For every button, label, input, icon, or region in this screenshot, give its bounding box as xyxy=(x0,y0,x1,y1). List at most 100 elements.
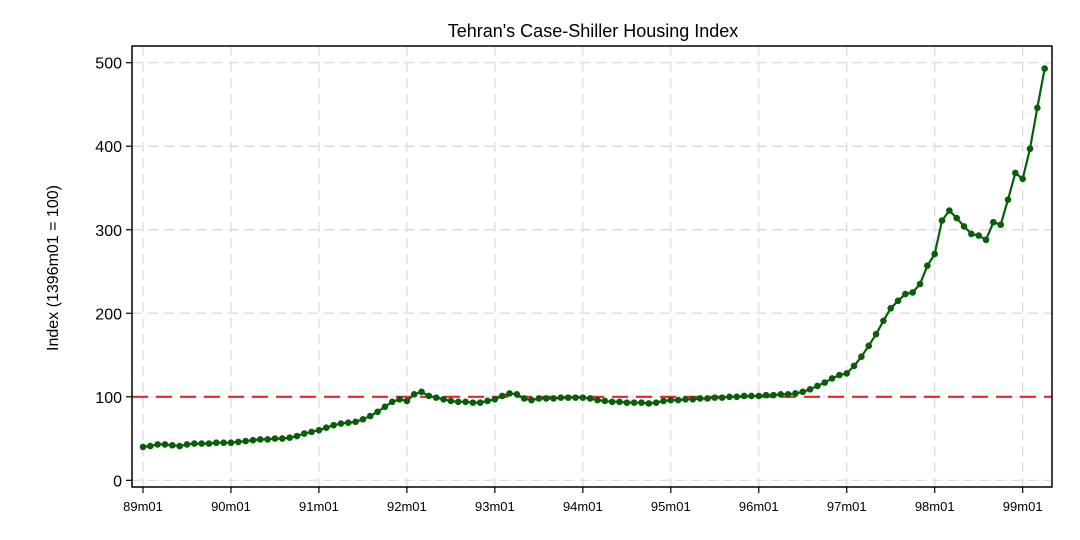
data-point xyxy=(139,443,147,451)
data-point xyxy=(755,392,763,400)
data-point xyxy=(872,330,880,338)
data-point xyxy=(234,438,242,446)
data-point xyxy=(1012,169,1019,177)
data-point xyxy=(718,394,726,401)
data-point xyxy=(337,420,345,427)
y-tick-label: 200 xyxy=(95,306,122,323)
data-point xyxy=(293,432,301,440)
data-point xyxy=(887,304,895,312)
data-point xyxy=(425,392,433,400)
data-point xyxy=(572,394,579,401)
data-point xyxy=(432,394,440,401)
data-point xyxy=(850,362,858,370)
x-tick-label: 99m01 xyxy=(1003,499,1043,514)
data-point xyxy=(308,428,315,436)
data-point xyxy=(997,221,1004,229)
data-point xyxy=(564,394,572,401)
data-point xyxy=(916,280,924,288)
data-point xyxy=(608,398,616,406)
data-point xyxy=(1004,196,1012,203)
data-point xyxy=(953,214,961,222)
data-point xyxy=(191,440,198,447)
data-point xyxy=(418,388,425,396)
data-point xyxy=(491,396,499,403)
data-point xyxy=(388,398,396,406)
data-point xyxy=(777,390,785,398)
data-point xyxy=(601,397,609,405)
data-point xyxy=(689,396,697,403)
data-point xyxy=(858,353,865,361)
data-point xyxy=(322,424,330,431)
data-point xyxy=(278,435,286,442)
data-point xyxy=(704,395,711,402)
data-point xyxy=(770,391,777,399)
data-point xyxy=(902,290,909,298)
data-point xyxy=(528,396,535,404)
x-tick-label: 95m01 xyxy=(651,499,691,514)
series-line xyxy=(142,68,1046,448)
data-point xyxy=(352,418,359,426)
data-point xyxy=(792,390,799,397)
data-point xyxy=(242,437,249,445)
data-point xyxy=(674,396,682,404)
x-tick-label: 93m01 xyxy=(475,499,515,514)
data-point xyxy=(359,416,367,423)
x-tick-label: 97m01 xyxy=(827,499,867,514)
data-point xyxy=(542,395,550,402)
data-point xyxy=(990,218,997,226)
data-point xyxy=(924,262,931,269)
data-point xyxy=(586,395,594,402)
x-tick-label: 90m01 xyxy=(211,499,251,514)
x-axis: 89m01 90m01 91m01 92m01 93m01 94m01 95m01 96m01… xyxy=(123,487,1043,514)
data-point xyxy=(154,441,161,448)
data-point xyxy=(1019,175,1026,183)
x-tick-label: 94m01 xyxy=(563,499,603,514)
data-point xyxy=(286,434,293,442)
data-point xyxy=(894,297,902,305)
data-point xyxy=(440,396,447,403)
data-point xyxy=(462,398,469,406)
data-point xyxy=(938,217,946,224)
data-point xyxy=(682,396,689,403)
data-point xyxy=(256,436,264,443)
y-tick-label: 500 xyxy=(95,56,122,73)
data-point xyxy=(198,440,205,447)
data-point xyxy=(557,394,565,401)
data-point xyxy=(344,419,352,426)
data-point xyxy=(403,397,411,405)
data-point xyxy=(806,385,814,393)
data-point xyxy=(330,421,337,429)
data-point xyxy=(711,394,719,401)
data-point xyxy=(975,232,982,239)
data-point xyxy=(366,412,374,420)
data-point xyxy=(814,382,821,390)
data-point xyxy=(865,342,873,350)
x-tick-label: 89m01 xyxy=(123,499,163,514)
y-tick-label: 300 xyxy=(95,223,122,240)
data-point xyxy=(161,441,169,448)
data-point xyxy=(931,250,939,258)
data-point xyxy=(667,396,675,404)
y-axis-label: Index (1396m01 = 100) xyxy=(45,185,62,351)
data-point xyxy=(579,394,587,401)
data-point xyxy=(733,393,741,401)
data-point xyxy=(909,289,917,296)
data-point xyxy=(476,399,484,406)
data-point xyxy=(821,379,829,386)
data-point xyxy=(469,399,477,406)
data-point xyxy=(784,390,792,398)
data-point xyxy=(1041,65,1048,72)
data-point xyxy=(374,408,381,416)
data-point xyxy=(205,440,213,447)
data-point xyxy=(315,426,323,434)
data-point xyxy=(454,398,462,406)
data-point xyxy=(638,399,645,406)
data-point xyxy=(264,436,271,443)
data-point xyxy=(447,397,455,405)
data-point xyxy=(176,442,183,450)
data-point xyxy=(249,436,257,444)
data-point xyxy=(880,317,887,325)
data-point xyxy=(513,390,521,398)
data-point xyxy=(484,397,491,405)
y-tick-label: 100 xyxy=(95,390,122,407)
